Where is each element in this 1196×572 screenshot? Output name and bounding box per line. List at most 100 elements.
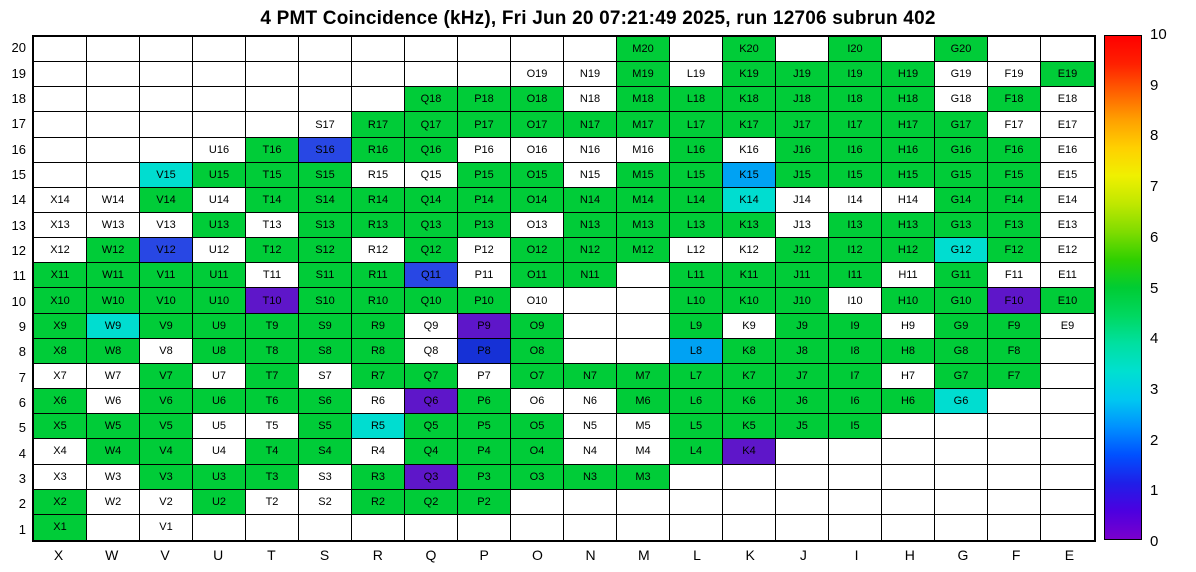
heatmap-cell: J13 [776,213,829,239]
x-tick-label: O [531,547,543,563]
heatmap-cell: H7 [882,363,935,390]
heatmap-cell-empty [458,37,511,63]
heatmap-cell: F16 [988,137,1041,163]
heatmap-cell: U14 [193,187,246,214]
heatmap-cell: O18 [511,87,564,113]
heatmap-cell: Q15 [405,162,458,188]
colorbar-gradient [1104,35,1142,540]
heatmap-cell: R9 [352,313,405,339]
heatmap-cell: K19 [723,62,776,88]
heatmap-cell: P9 [458,313,511,339]
heatmap-cell: V11 [140,263,193,289]
heatmap-cell-empty [34,37,87,63]
heatmap-cell: T12 [246,238,299,264]
heatmap-cell-empty [34,62,87,88]
heatmap-cell-empty [988,464,1041,490]
heatmap-cell-empty [87,137,140,163]
heatmap-cell: S2 [299,489,352,515]
heatmap-cell: M20 [617,37,670,63]
heatmap-cell: L9 [670,313,723,339]
heatmap-cell: V4 [140,439,193,465]
heatmap-cell: G7 [935,363,988,390]
heatmap-cell: M15 [617,162,670,188]
y-tick-label: 1 [18,521,26,537]
heatmap-cell: L13 [670,213,723,239]
heatmap-cell: Q7 [405,363,458,390]
heatmap-cell: J9 [776,313,829,339]
heatmap-cell: T14 [246,187,299,214]
heatmap-cell: M17 [617,112,670,138]
heatmap-cell: W11 [87,263,140,289]
heatmap-cell: U4 [193,439,246,465]
heatmap-cell: R12 [352,238,405,264]
heatmap-cell-empty [670,464,723,490]
heatmap-cell: H14 [882,187,935,214]
heatmap-cell-empty [564,338,617,364]
heatmap-cell: K5 [723,414,776,440]
heatmap-cell: P3 [458,464,511,490]
heatmap-cell: N5 [564,414,617,440]
x-tick-label: H [904,547,915,563]
heatmap-cell-empty [564,514,617,540]
heatmap-cell-empty [193,112,246,138]
heatmap-cell: I14 [829,187,882,214]
heatmap-cell-empty [670,514,723,540]
heatmap-cell-empty [988,514,1041,540]
heatmap-cell: O10 [511,288,564,314]
heatmap-cell: O14 [511,187,564,214]
heatmap-cell-empty [140,62,193,88]
heatmap-cell: P5 [458,414,511,440]
heatmap-cell: N16 [564,137,617,163]
heatmap-cell: M4 [617,439,670,465]
heatmap-cell: E18 [1041,87,1094,113]
heatmap-cell-empty [193,62,246,88]
heatmap-cell: K11 [723,263,776,289]
heatmap-cell: Q13 [405,213,458,239]
heatmap-cell: N18 [564,87,617,113]
heatmap-cell: O9 [511,313,564,339]
heatmap-cell: L18 [670,87,723,113]
heatmap-cell: X8 [34,338,87,364]
heatmap-cell: X12 [34,238,87,264]
heatmap-cell: O19 [511,62,564,88]
heatmap-cell-empty [935,414,988,440]
heatmap-cell: I15 [829,162,882,188]
colorbar-tick-label: 1 [1150,482,1159,500]
heatmap-cell-empty [87,162,140,188]
heatmap-cell: W5 [87,414,140,440]
heatmap-cell-empty [1041,439,1094,465]
heatmap-cell-empty [723,464,776,490]
heatmap-cell: W6 [87,389,140,415]
heatmap-cell: R16 [352,137,405,163]
heatmap-cell: J17 [776,112,829,138]
x-tick-label: M [637,547,650,563]
heatmap-cell: X4 [34,439,87,465]
heatmap-cell: R14 [352,187,405,214]
heatmap-cell-empty [458,514,511,540]
heatmap-cell-empty [988,414,1041,440]
heatmap-cell: L4 [670,439,723,465]
heatmap-cell: Q10 [405,288,458,314]
heatmap-cell-empty [988,489,1041,515]
heatmap-cell: X5 [34,414,87,440]
heatmap-cell: I18 [829,87,882,113]
heatmap-cell: I8 [829,338,882,364]
x-tick-label: Q [425,547,437,563]
y-tick-label: 10 [11,293,26,309]
y-tick-label: 5 [18,420,26,436]
heatmap-cell: P12 [458,238,511,264]
heatmap-cell: I10 [829,288,882,314]
x-tick-label: R [372,547,383,563]
heatmap-cell-empty [617,313,670,339]
heatmap-cell: N3 [564,464,617,490]
x-tick-label: N [585,547,596,563]
heatmap-cell: G10 [935,288,988,314]
heatmap-cell: F9 [988,313,1041,339]
heatmap-cell: W10 [87,288,140,314]
heatmap-cell: M12 [617,238,670,264]
heatmap-cell: E19 [1041,62,1094,88]
heatmap-cell: H10 [882,288,935,314]
x-tick-label: X [53,547,64,563]
